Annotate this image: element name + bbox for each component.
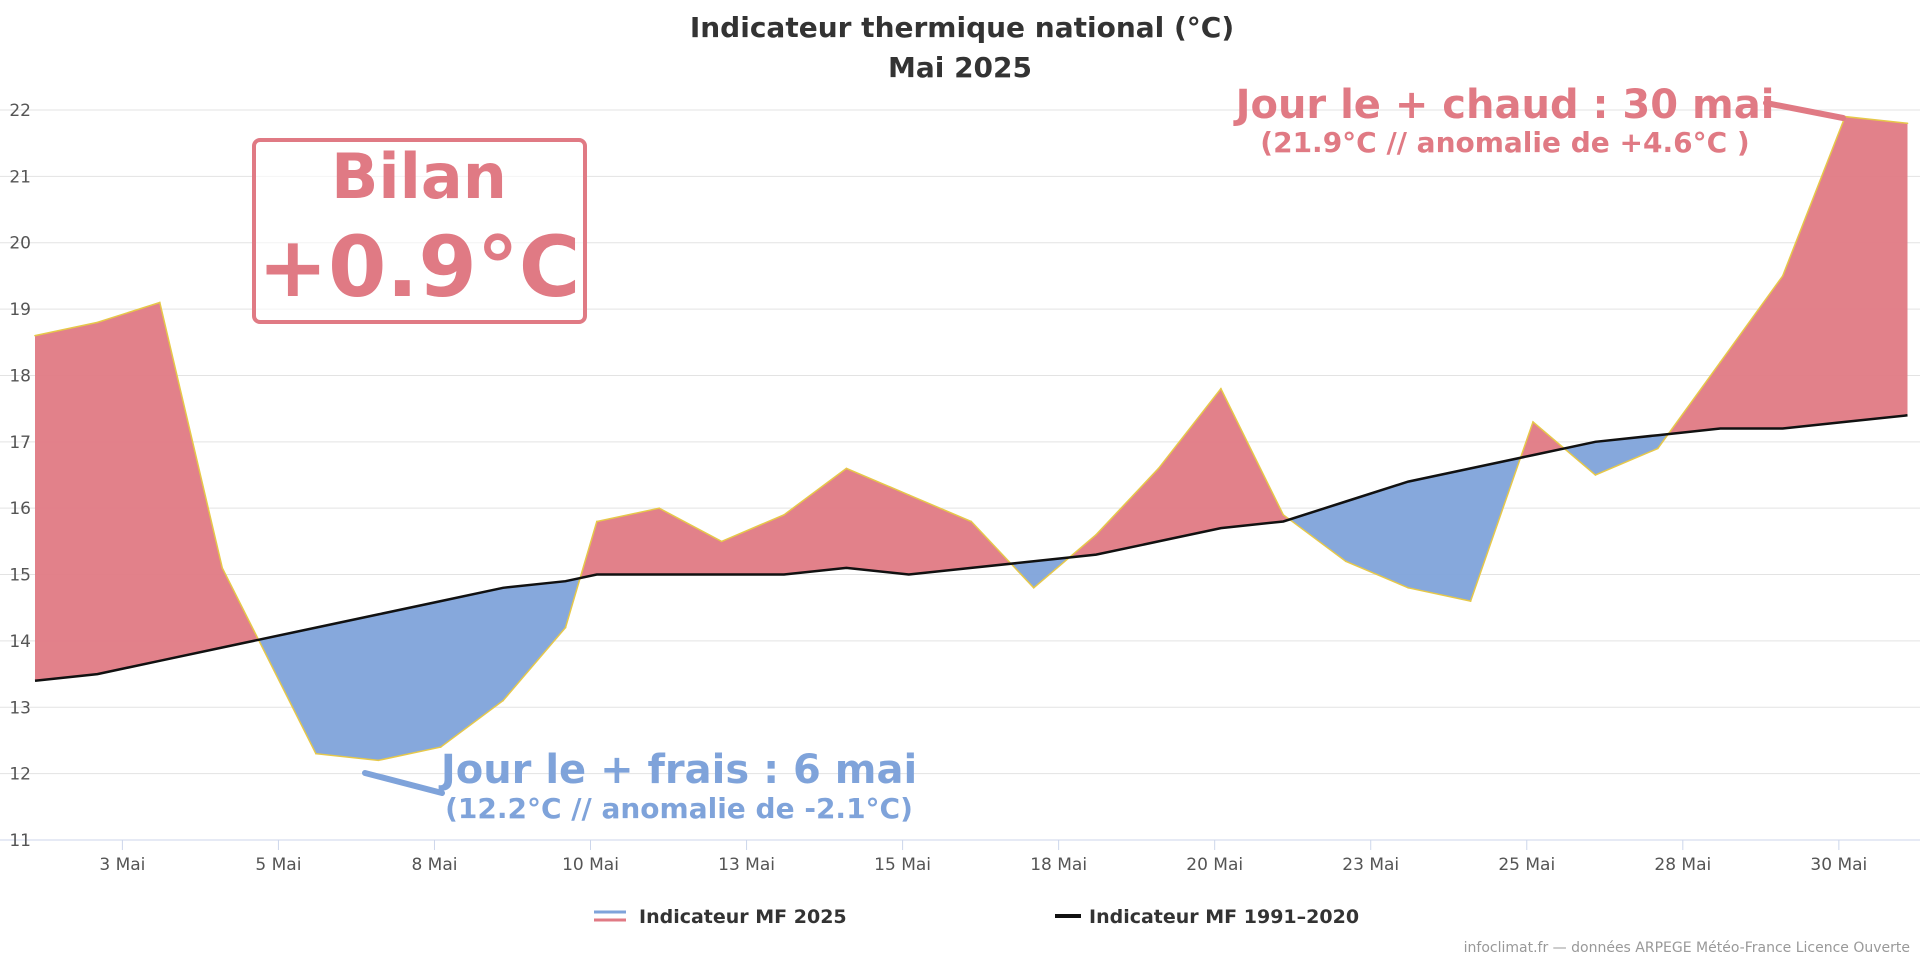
data-point-2025[interactable] (1344, 560, 1347, 563)
x-tick-label: 5 Mai (255, 855, 301, 875)
data-point-2025[interactable] (720, 540, 723, 543)
data-point-2025[interactable] (564, 626, 567, 629)
bilan-label: Bilan (331, 140, 507, 213)
warm-anomaly-area (1520, 421, 1565, 458)
x-tick-label: 3 Mai (99, 855, 145, 875)
legend-item-2025[interactable]: Indicateur MF 2025 (594, 906, 847, 928)
x-tick-label: 18 Mai (1030, 855, 1087, 875)
data-point-2025[interactable] (1594, 474, 1597, 476)
chart-title: Indicateur thermique national (°C) (690, 11, 1234, 44)
y-axis: 11 12 13 14 15 16 17 18 19 20 21 22 (9, 101, 31, 851)
cold-day-title: Jour le + frais : 6 mai (438, 747, 917, 793)
legend-item-normal[interactable]: Indicateur MF 1991–2020 (1055, 906, 1359, 928)
hot-day-arrow (1763, 100, 1846, 121)
x-tick-label: 15 Mai (874, 855, 931, 875)
data-point-2025[interactable] (595, 520, 598, 523)
bilan-value: +0.9°C (258, 218, 581, 316)
data-point-2025[interactable] (1532, 421, 1534, 423)
legend: Indicateur MF 2025 Indicateur MF 1991–20… (594, 906, 1359, 928)
hot-day-annotation: Jour le + chaud : 30 mai (21.9°C // anom… (1233, 82, 1846, 159)
x-tick-label: 8 Mai (411, 855, 457, 875)
x-tick-label: 10 Mai (562, 855, 619, 875)
y-tick-label: 16 (9, 499, 31, 519)
legend-label-normal: Indicateur MF 1991–2020 (1089, 906, 1359, 928)
legend-label-2025: Indicateur MF 2025 (639, 906, 847, 928)
data-point-2025[interactable] (1781, 275, 1784, 277)
cold-day-annotation: Jour le + frais : 6 mai (12.2°C // anoma… (362, 747, 917, 825)
data-point-2025[interactable] (1220, 387, 1222, 390)
cold-anomaly-area (1289, 457, 1521, 602)
y-tick-label: 15 (9, 566, 31, 586)
cold-day-detail: (12.2°C // anomalie de -2.1°C) (445, 792, 913, 825)
series-line-normal (34, 414, 1908, 682)
hot-day-detail: (21.9°C // anomalie de +4.6°C ) (1260, 126, 1749, 159)
data-point-2025[interactable] (315, 752, 317, 755)
bilan-frame (252, 138, 587, 324)
warm-anomaly-area (580, 468, 1011, 579)
data-point-2025[interactable] (439, 746, 442, 748)
y-tick-label: 22 (9, 101, 31, 121)
x-tick-label: 25 Mai (1498, 855, 1555, 875)
chart-subtitle: Mai 2025 (888, 51, 1032, 84)
data-point-2025[interactable] (159, 301, 161, 304)
x-tick-label: 28 Mai (1654, 855, 1711, 875)
data-point-2025[interactable] (1407, 587, 1409, 589)
data-point-2025[interactable] (34, 334, 36, 337)
warm-anomaly-area (1668, 116, 1908, 435)
data-point-2025[interactable] (221, 567, 224, 569)
x-axis: 3 Mai 5 Mai 8 Mai 10 Mai 13 Mai 15 Mai 18 Mai 2… (99, 840, 1867, 875)
data-point-2025[interactable] (502, 699, 504, 702)
data-point-2025[interactable] (970, 520, 973, 523)
data-point-2025[interactable] (1095, 533, 1097, 536)
y-tick-label: 12 (9, 765, 31, 785)
data-point-2025[interactable] (96, 321, 99, 324)
hot-day-title: Jour le + chaud : 30 mai (1233, 82, 1775, 128)
data-point-2025[interactable] (1719, 361, 1722, 363)
warm-anomaly-area (1069, 388, 1290, 558)
y-tick-label: 20 (9, 234, 31, 254)
data-point-2025[interactable] (1282, 514, 1285, 516)
y-tick-label: 19 (9, 300, 31, 320)
y-tick-label: 11 (9, 831, 31, 851)
data-point-2025[interactable] (783, 514, 785, 516)
x-tick-label: 23 Mai (1342, 855, 1399, 875)
x-tick-label: 13 Mai (718, 855, 775, 875)
y-tick-label: 17 (9, 433, 31, 453)
data-point-2025[interactable] (1906, 122, 1909, 125)
data-point-2025[interactable] (1469, 600, 1472, 602)
x-tick-label: 20 Mai (1186, 855, 1243, 875)
cold-anomaly-area (1011, 557, 1070, 588)
bilan-box: Bilan +0.9°C (252, 138, 587, 324)
y-tick-label: 21 (9, 167, 31, 187)
cold-day-arrow (362, 770, 445, 796)
x-tick-label: 30 Mai (1810, 855, 1867, 875)
data-point-2025[interactable] (658, 507, 660, 509)
y-tick-label: 14 (9, 632, 31, 652)
data-point-2025[interactable] (1657, 447, 1659, 450)
data-point-2025[interactable] (1157, 467, 1160, 470)
y-tick-label: 18 (9, 366, 31, 386)
cold-anomaly-area (1564, 434, 1669, 475)
warm-anomaly-area (35, 302, 259, 681)
data-point-2025[interactable] (908, 494, 910, 496)
data-point-2025[interactable] (845, 467, 848, 470)
y-tick-label: 13 (9, 698, 31, 718)
credit-text[interactable]: infoclimat.fr — données ARPEGE Météo-Fra… (1464, 940, 1910, 956)
data-point-2025[interactable] (377, 759, 380, 762)
series-lines (34, 115, 1909, 762)
data-point-2025[interactable] (1032, 587, 1035, 589)
